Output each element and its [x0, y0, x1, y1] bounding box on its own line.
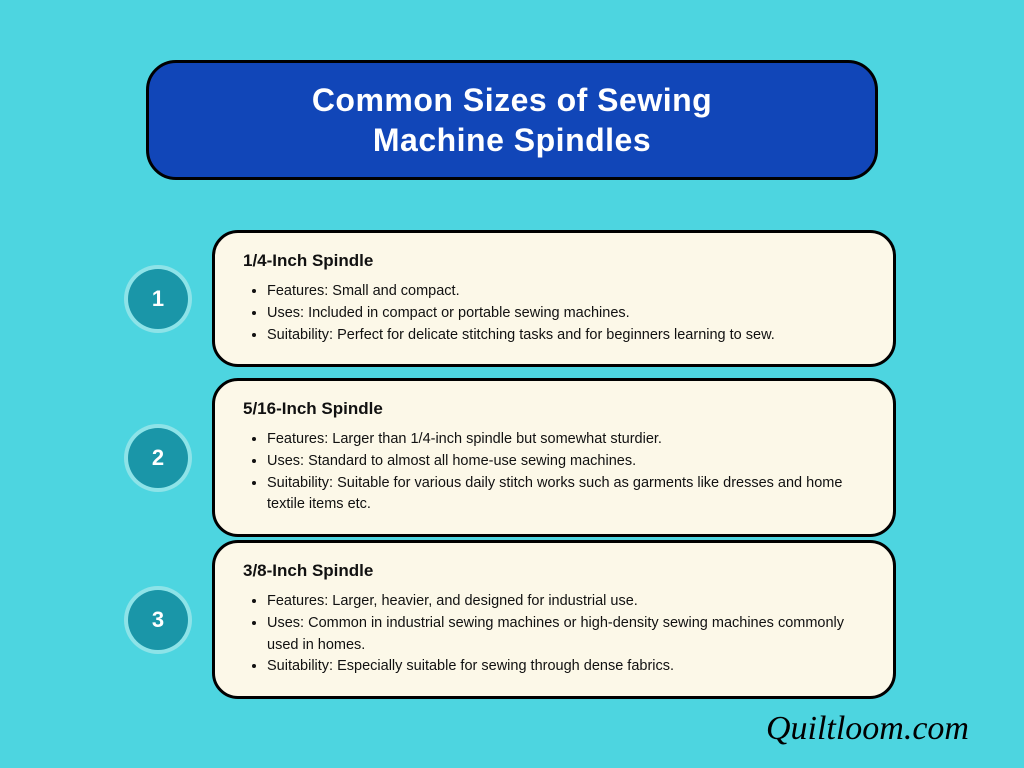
number-badge-wrap: 1	[128, 269, 188, 329]
bullet: Suitability: Especially suitable for sew…	[267, 656, 865, 678]
list-item: 3 3/8-Inch Spindle Features: Larger, hea…	[128, 540, 896, 699]
card-title: 3/8-Inch Spindle	[243, 561, 865, 581]
number-badge: 3	[128, 590, 188, 650]
bullet: Suitability: Perfect for delicate stitch…	[267, 325, 865, 347]
bullet: Uses: Included in compact or portable se…	[267, 303, 865, 325]
card-title: 1/4-Inch Spindle	[243, 251, 865, 271]
bullet: Uses: Common in industrial sewing machin…	[267, 613, 865, 657]
card-bullets: Features: Small and compact. Uses: Inclu…	[267, 281, 865, 346]
card-bullets: Features: Larger than 1/4-inch spindle b…	[267, 429, 865, 516]
list-item: 2 5/16-Inch Spindle Features: Larger tha…	[128, 378, 896, 537]
list-item: 1 1/4-Inch Spindle Features: Small and c…	[128, 230, 896, 367]
bullet: Features: Larger, heavier, and designed …	[267, 591, 865, 613]
bullet: Uses: Standard to almost all home-use se…	[267, 451, 865, 473]
brand-label: Quiltloom.com	[766, 710, 969, 748]
number-badge: 1	[128, 269, 188, 329]
page-title: Common Sizes of SewingMachine Spindles	[312, 80, 712, 160]
info-card: 3/8-Inch Spindle Features: Larger, heavi…	[212, 540, 896, 699]
number-badge: 2	[128, 428, 188, 488]
bullet: Features: Larger than 1/4-inch spindle b…	[267, 429, 865, 451]
number-badge-wrap: 2	[128, 428, 188, 488]
bullet: Features: Small and compact.	[267, 281, 865, 303]
info-card: 1/4-Inch Spindle Features: Small and com…	[212, 230, 896, 367]
header-box: Common Sizes of SewingMachine Spindles	[146, 60, 878, 180]
card-title: 5/16-Inch Spindle	[243, 399, 865, 419]
bullet: Suitability: Suitable for various daily …	[267, 473, 865, 517]
number-badge-wrap: 3	[128, 590, 188, 650]
card-bullets: Features: Larger, heavier, and designed …	[267, 591, 865, 678]
info-card: 5/16-Inch Spindle Features: Larger than …	[212, 378, 896, 537]
